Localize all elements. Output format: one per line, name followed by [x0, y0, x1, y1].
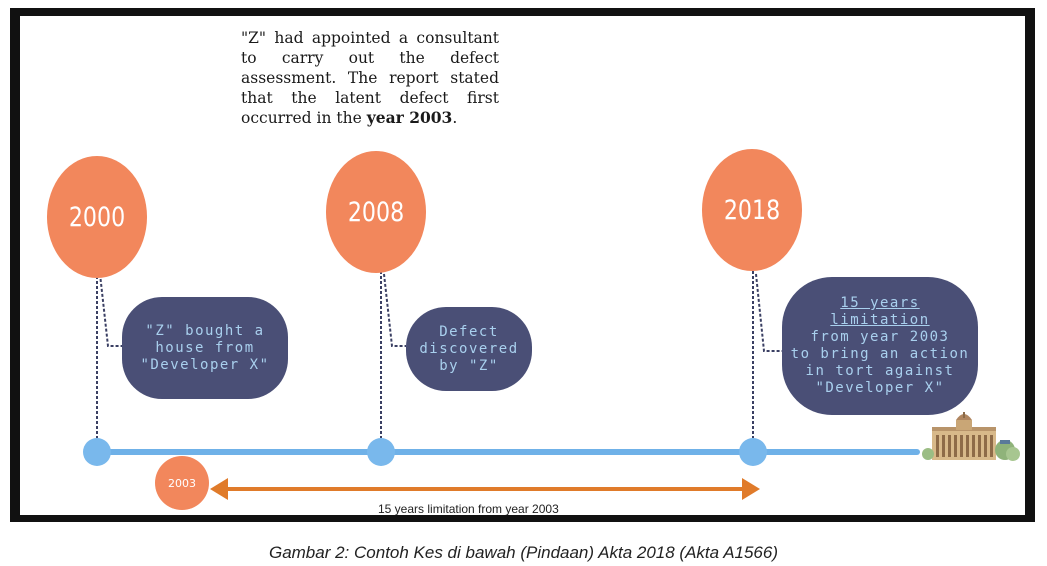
timeline-bar — [95, 449, 920, 455]
limitation-arrow-right-head — [742, 478, 760, 500]
bubble-2008-line-1: Defect — [439, 323, 499, 340]
figure-caption: Gambar 2: Contoh Kes di bawah (Pindaan) … — [268, 543, 779, 562]
bubble-2000: "Z" bought a house from "Developer X" — [122, 297, 288, 399]
connector-2008-bubble — [383, 273, 406, 347]
year-circle-2018: 2018 — [701, 149, 803, 271]
timeline-dot-2000 — [83, 438, 111, 466]
bubble-2000-line-2: house from — [155, 339, 255, 356]
bubble-2018-line-2: limitation — [830, 312, 930, 328]
year-circle-2003: 2003 — [155, 456, 209, 510]
bubble-2018-line-5: in tort against — [805, 363, 955, 379]
bubble-2008: Defect discovered by "Z" — [406, 307, 532, 391]
bubble-2018-line-6: "Developer X" — [815, 380, 945, 396]
note-end: . — [452, 109, 458, 127]
bubble-2008-line-3: by "Z" — [439, 357, 499, 374]
year-circle-2000: 2000 — [46, 156, 148, 278]
note-bold-year: year 2003 — [366, 108, 453, 127]
note-text: "Z" had appointed a consultant to carry … — [241, 29, 499, 127]
bubble-2018-line-4: to bring an action — [790, 346, 970, 362]
year-circle-2008: 2008 — [325, 151, 427, 273]
diagram-frame: "Z" had appointed a consultant to carry … — [10, 8, 1035, 522]
bubble-2018: 15 years limitation from year 2003 to br… — [782, 277, 978, 415]
bubble-2008-line-2: discovered — [419, 340, 519, 357]
connector-2000-bubble — [99, 273, 122, 347]
bubble-2000-line-3: "Developer X" — [140, 356, 270, 373]
timeline-dot-2018 — [739, 438, 767, 466]
diagram-canvas: "Z" had appointed a consultant to carry … — [20, 16, 1025, 515]
timeline-dot-2008 — [367, 438, 395, 466]
bubble-2000-line-1: "Z" bought a — [145, 322, 265, 339]
consultant-note: "Z" had appointed a consultant to carry … — [241, 28, 499, 128]
bubble-2018-line-1: 15 years — [840, 295, 920, 311]
limitation-arrow-label: 15 years limitation from year 2003 — [378, 502, 559, 515]
bubble-2018-line-3: from year 2003 — [810, 329, 950, 345]
connector-lines — [96, 271, 1020, 500]
limitation-arrow-left-head — [210, 478, 228, 500]
court-building-icon — [922, 412, 1020, 461]
connector-2018-bubble — [755, 273, 782, 352]
